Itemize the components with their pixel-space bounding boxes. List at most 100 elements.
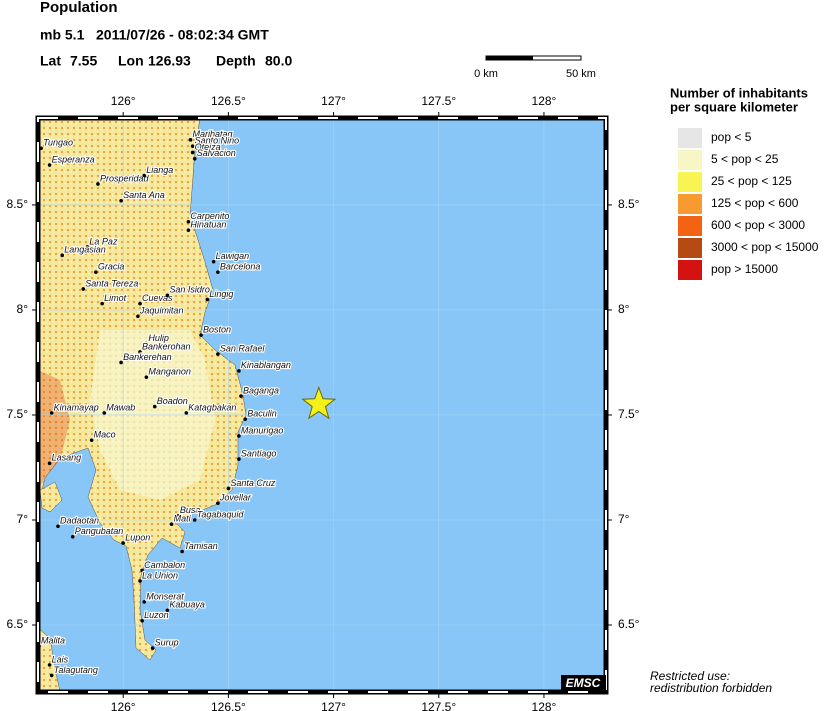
lon-tick-label: 126.5° <box>211 94 246 108</box>
town-dot <box>119 198 123 203</box>
lat-tick-label: 7.5° <box>618 407 640 421</box>
lon-tick-label: 128° <box>532 94 557 108</box>
scale-bar-segment <box>486 56 533 60</box>
legend-label: 25 < pop < 125 <box>711 174 792 188</box>
town-label: Surup <box>155 637 179 647</box>
lon-tick-label: 127.5° <box>421 700 456 711</box>
town-label: Lais <box>52 654 69 664</box>
scale-end: 50 km <box>566 68 596 80</box>
town-dot <box>138 579 142 583</box>
town-dot <box>89 438 94 442</box>
town-label: San Isidro <box>169 285 210 295</box>
town-label: Manurigao <box>241 425 284 435</box>
town-label: Prosperidad <box>100 173 150 183</box>
town-dot <box>186 219 191 224</box>
lon-tick-label: 126° <box>111 700 136 711</box>
legend-swatch <box>678 172 702 192</box>
town-label: Busa <box>180 505 201 515</box>
town-label: Katagbakan <box>188 402 236 412</box>
lat-label: Lat <box>40 53 61 69</box>
legend-label: 5 < pop < 25 <box>711 152 779 166</box>
legend-label: pop > 15000 <box>711 262 778 276</box>
town-dot <box>186 228 191 232</box>
town-label: Baganga <box>243 385 279 395</box>
town-dot <box>165 293 170 298</box>
town-label: Lianga <box>146 165 173 175</box>
town-label: Mawab <box>106 402 135 412</box>
lat-tick-label: 8.5° <box>618 197 640 211</box>
town-dot <box>60 253 64 258</box>
town-dot <box>239 394 243 398</box>
magnitude: mb 5.1 <box>40 27 85 43</box>
town-dot <box>56 524 60 529</box>
town-dot <box>226 486 231 491</box>
lon-tick-label: 127° <box>321 700 346 711</box>
town-dot <box>237 457 241 461</box>
town-dot <box>70 534 75 539</box>
lon-tick-label: 126.5° <box>211 700 246 711</box>
land-dense <box>38 370 70 490</box>
town-label: San Rafael <box>220 343 266 353</box>
town-label: Barcelona <box>220 262 261 272</box>
lat-tick-label: 8.5° <box>7 197 29 211</box>
town-dot <box>192 518 197 522</box>
lon-tick-label: 127.5° <box>421 94 456 108</box>
town-dot <box>136 314 140 319</box>
town-label: Bankerehan <box>123 352 172 362</box>
town-dot <box>188 138 193 142</box>
lat-tick-label: 6.5° <box>7 617 29 631</box>
town-dot <box>85 245 90 249</box>
town-label: Limot <box>104 293 127 303</box>
town-label: Esperanza <box>52 154 95 164</box>
town-label: Carpenito <box>190 211 229 221</box>
lat-tick-label: 6.5° <box>618 617 640 631</box>
town-label: Tamisan <box>184 541 218 551</box>
town-label: Mati <box>174 514 192 524</box>
town-dot <box>94 270 98 274</box>
town-label: Boadon <box>157 396 188 406</box>
town-dot <box>190 144 195 148</box>
town-dot <box>180 549 184 554</box>
title: Population <box>40 0 118 16</box>
legend-swatch <box>678 194 702 214</box>
town-label: Luzon <box>144 610 169 620</box>
town-label: Santiago <box>241 448 277 458</box>
town-label: Maco <box>94 430 116 440</box>
town-dot <box>119 360 123 365</box>
legend-title: Number of inhabitants <box>670 85 808 100</box>
town-dot <box>142 600 147 604</box>
town-dot <box>47 663 52 667</box>
town-label: Talagutang <box>54 665 98 675</box>
lat-tick-label: 7° <box>17 512 29 526</box>
town-dot <box>169 522 174 526</box>
footer-note: Restricted use: <box>650 669 730 683</box>
town-label: Kabuaya <box>169 600 205 610</box>
town-dot <box>140 568 144 573</box>
town-label: Baculin <box>247 409 277 419</box>
lat-value: 7.55 <box>70 53 97 69</box>
town-label: Salvacion <box>197 148 236 158</box>
town-label: Tagabaquid <box>197 509 245 519</box>
town-label: Boston <box>203 325 231 335</box>
legend-label: 125 < pop < 600 <box>711 196 799 210</box>
town-dot <box>216 270 220 274</box>
lon-label: Lon <box>118 53 144 69</box>
town-label: Dadaotan <box>60 516 99 526</box>
depth-value: 80.0 <box>265 53 292 69</box>
town-dot <box>37 644 41 648</box>
town-label: Santa Ana <box>123 190 165 200</box>
island <box>39 481 63 513</box>
town-label: La Paz <box>89 236 118 246</box>
town-dot <box>121 541 125 545</box>
lon-tick-label: 127° <box>321 94 346 108</box>
town-dot <box>100 301 104 306</box>
town-label: Tungao <box>43 138 73 148</box>
lon-value: 126.93 <box>148 53 191 69</box>
lon-tick-label: 128° <box>532 700 557 711</box>
town-label: Santa Tereza <box>85 278 138 288</box>
town-dot <box>49 673 54 678</box>
legend-label: 600 < pop < 3000 <box>711 218 805 232</box>
town-dot <box>216 352 220 356</box>
town-dot <box>150 646 155 650</box>
